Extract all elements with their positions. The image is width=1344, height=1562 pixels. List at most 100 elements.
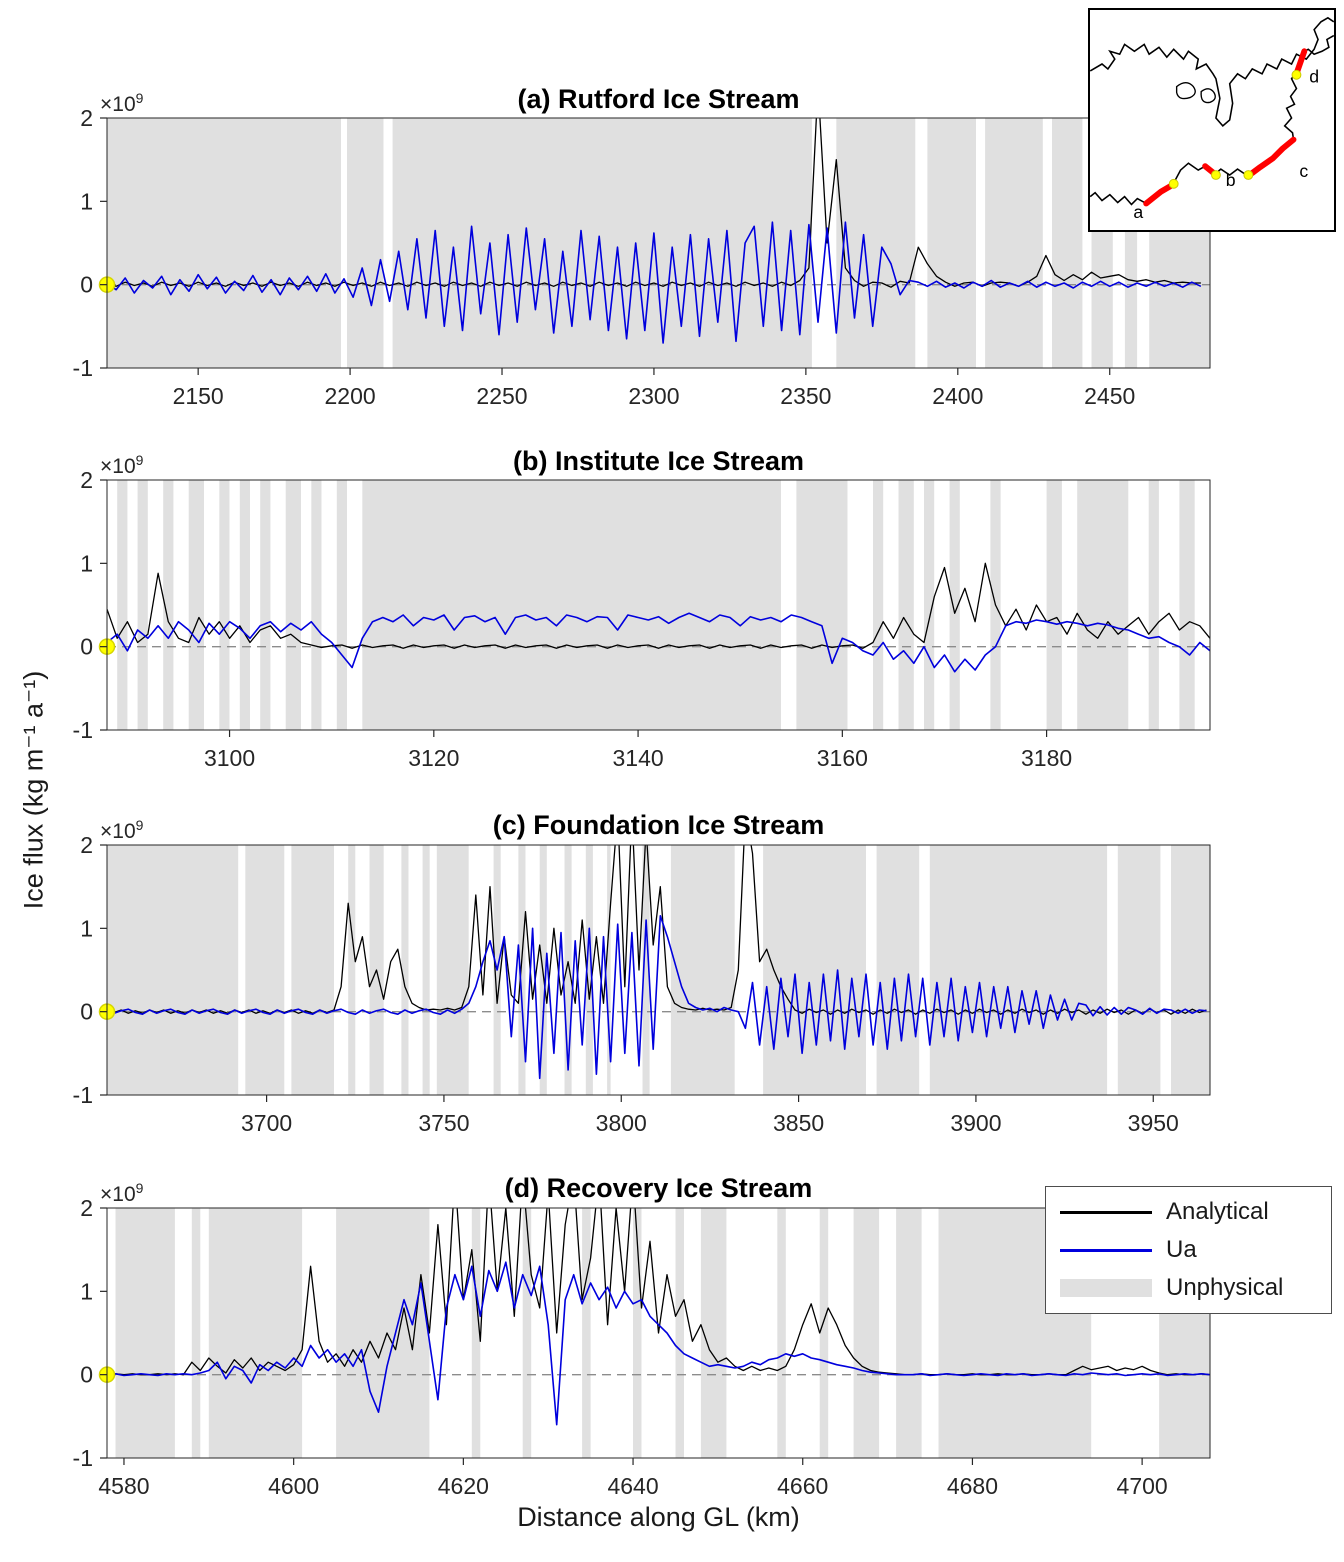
x-tick-label: 3160 bbox=[817, 745, 868, 771]
scale-exponent: 9 bbox=[135, 1180, 144, 1196]
subplot-c-title: (c) Foundation Ice Stream bbox=[492, 810, 825, 840]
map-label-d: d bbox=[1309, 67, 1319, 87]
axes-frame bbox=[106, 117, 1211, 369]
axes-frame bbox=[106, 844, 1211, 1096]
grounding-line-outline-top bbox=[1089, 16, 1335, 127]
y-tick-label: 1 bbox=[80, 550, 93, 576]
x-tick-label: 2200 bbox=[324, 383, 375, 409]
series-ua-line bbox=[107, 915, 1207, 1080]
y-scale-label-c: ×109 bbox=[100, 817, 143, 844]
y-tick-label: -1 bbox=[73, 355, 93, 381]
legend-label: Ua bbox=[1166, 1236, 1197, 1263]
x-tick-label: 3100 bbox=[204, 745, 255, 771]
x-axis-label: Distance along GL (km) bbox=[517, 1502, 800, 1532]
legend-item-ua: Ua bbox=[1046, 1231, 1331, 1269]
x-tick-label: 4600 bbox=[268, 1473, 319, 1499]
x-tick-labels: 2150 2200 2250 2300 2350 2400 2450 bbox=[173, 368, 1135, 409]
y-tick-label: -1 bbox=[73, 1082, 93, 1108]
axes-frame bbox=[106, 479, 1211, 731]
y-tick-label: 1 bbox=[80, 188, 93, 214]
y-tick-labels: -1 0 1 2 bbox=[73, 467, 107, 743]
x-tick-label: 3900 bbox=[950, 1110, 1001, 1136]
x-tick-label: 2450 bbox=[1084, 383, 1135, 409]
x-tick-label: 2400 bbox=[932, 383, 983, 409]
legend: Analytical Ua Unphysical bbox=[1045, 1186, 1332, 1314]
y-tick-label: 2 bbox=[80, 1195, 93, 1221]
x-tick-label: 2300 bbox=[628, 383, 679, 409]
scale-mantissa: ×10 bbox=[100, 93, 136, 116]
grounding-line-outline-bottom bbox=[1089, 34, 1335, 206]
x-tick-label: 3180 bbox=[1021, 745, 1072, 771]
x-tick-label: 4660 bbox=[777, 1473, 828, 1499]
start-marker-c bbox=[1243, 170, 1254, 180]
x-tick-label: 3800 bbox=[596, 1110, 647, 1136]
scale-mantissa: ×10 bbox=[100, 1183, 136, 1206]
subplot-a-plot: 2150 2200 2250 2300 2350 2400 2450 -1 0 1 2 bbox=[73, 105, 1211, 409]
legend-label: Unphysical bbox=[1166, 1274, 1284, 1301]
start-marker-b bbox=[1211, 170, 1221, 180]
inset-map: a b c d bbox=[1088, 8, 1336, 232]
segment-a-rutford bbox=[1143, 181, 1176, 207]
subplot-a-title: (a) Rutford Ice Stream bbox=[517, 84, 800, 114]
legend-item-unphysical: Unphysical bbox=[1046, 1269, 1331, 1307]
x-tick-label: 3850 bbox=[773, 1110, 824, 1136]
series-analytical-line bbox=[107, 562, 1210, 649]
y-tick-label: 0 bbox=[80, 272, 93, 298]
y-tick-labels: -1 0 1 2 bbox=[73, 105, 107, 381]
y-tick-label: 0 bbox=[80, 634, 93, 660]
unphysical-bands bbox=[107, 845, 1210, 1095]
y-tick-label: 0 bbox=[80, 1362, 93, 1388]
subplot-c: 3700 3750 3800 3850 3900 3950 -1 0 1 2 bbox=[0, 832, 1344, 1147]
x-tick-label: 4680 bbox=[947, 1473, 998, 1499]
subplot-b: 3100 3120 3140 3160 3180 -1 0 1 2 bbox=[0, 467, 1344, 782]
x-tick-labels: 4580 4600 4620 4640 4660 4680 4700 bbox=[98, 1458, 1168, 1499]
start-marker-a bbox=[1168, 178, 1179, 189]
unphysical-band-swatch bbox=[1060, 1279, 1152, 1297]
axes-frame bbox=[106, 1207, 1211, 1459]
x-tick-label: 2350 bbox=[780, 383, 831, 409]
y-tick-label: 1 bbox=[80, 1278, 93, 1304]
unphysical-bands bbox=[107, 118, 1210, 368]
subplot-b-title: (b) Institute Ice Stream bbox=[512, 446, 805, 476]
x-tick-labels: 3700 3750 3800 3850 3900 3950 bbox=[241, 1095, 1179, 1136]
y-scale-label-b: ×109 bbox=[100, 452, 143, 479]
unphysical-bands bbox=[117, 480, 1195, 730]
ice-rise-island-2 bbox=[1200, 88, 1216, 104]
map-label-b: b bbox=[1226, 170, 1236, 190]
y-tick-label: -1 bbox=[73, 717, 93, 743]
y-tick-label: -1 bbox=[73, 1445, 93, 1471]
x-tick-label: 3750 bbox=[418, 1110, 469, 1136]
ua-line-swatch bbox=[1060, 1248, 1152, 1252]
x-tick-label: 3950 bbox=[1128, 1110, 1179, 1136]
segment-c-foundation bbox=[1249, 136, 1297, 176]
legend-item-analytical: Analytical bbox=[1046, 1193, 1331, 1231]
subplot-b-plot: 3100 3120 3140 3160 3180 -1 0 1 2 bbox=[73, 467, 1211, 771]
map-label-a: a bbox=[1133, 202, 1143, 222]
start-marker-d bbox=[1291, 69, 1302, 80]
antarctica-grounding-line-map: a b c d bbox=[1089, 16, 1335, 222]
y-scale-label-d: ×109 bbox=[100, 1180, 143, 1207]
y-tick-labels: -1 0 1 2 bbox=[73, 832, 107, 1108]
analytical-line-swatch bbox=[1060, 1210, 1152, 1214]
series-ua-line bbox=[107, 612, 1210, 673]
x-tick-label: 4580 bbox=[98, 1473, 149, 1499]
subplot-a: 2150 2200 2250 2300 2350 2400 2450 -1 0 1 2 bbox=[0, 105, 1344, 420]
y-tick-label: 2 bbox=[80, 467, 93, 493]
x-tick-label: 3700 bbox=[241, 1110, 292, 1136]
subplot-c-plot: 3700 3750 3800 3850 3900 3950 -1 0 1 2 bbox=[73, 832, 1211, 1136]
y-tick-label: 2 bbox=[80, 832, 93, 858]
y-tick-label: 2 bbox=[80, 105, 93, 131]
map-label-c: c bbox=[1299, 161, 1308, 181]
x-tick-label: 3140 bbox=[612, 745, 663, 771]
x-tick-label: 3120 bbox=[408, 745, 459, 771]
x-tick-label: 2250 bbox=[476, 383, 527, 409]
y-tick-label: 1 bbox=[80, 915, 93, 941]
scale-mantissa: ×10 bbox=[100, 455, 136, 478]
y-scale-label-a: ×109 bbox=[100, 90, 143, 117]
series-ua-line bbox=[107, 1261, 1210, 1426]
y-tick-label: 0 bbox=[80, 999, 93, 1025]
scale-exponent: 9 bbox=[135, 452, 144, 468]
x-tick-label: 4640 bbox=[607, 1473, 658, 1499]
scale-exponent: 9 bbox=[135, 817, 144, 833]
